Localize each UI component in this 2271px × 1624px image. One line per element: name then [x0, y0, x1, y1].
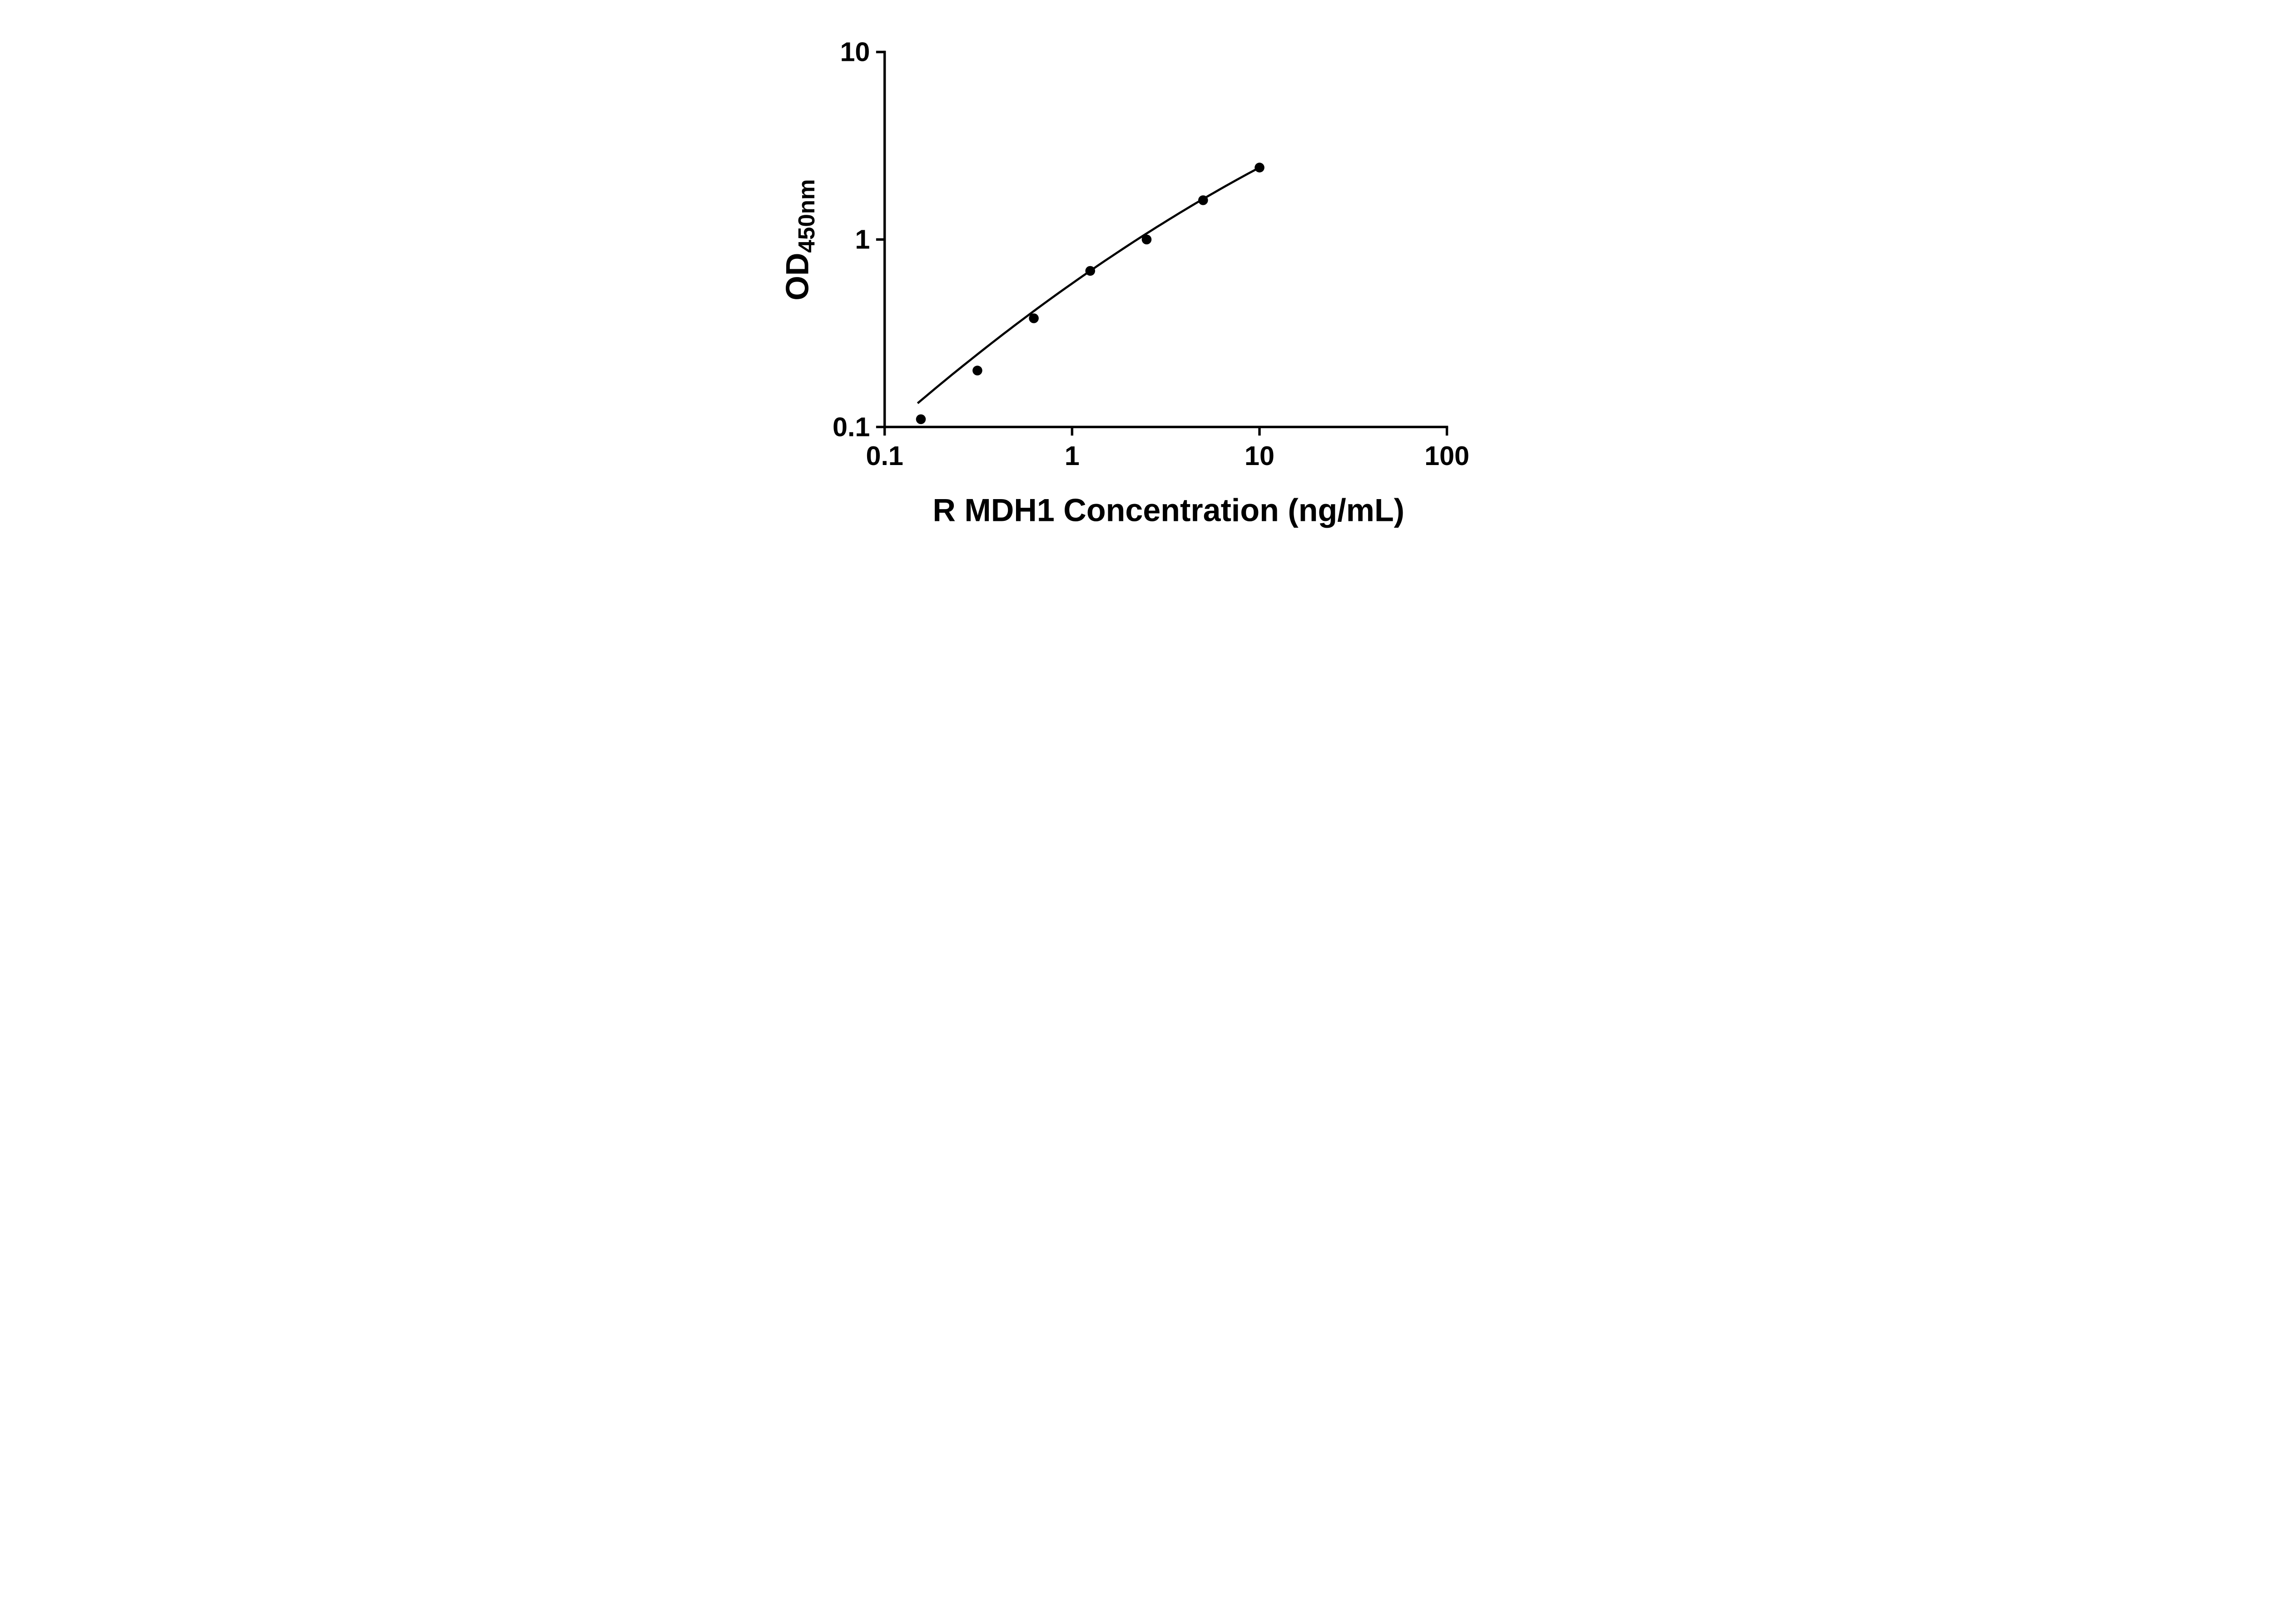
standard-curve-chart: 0.1 1 10 100 0.1 1 10 R MDH1 Concentration (ng… — [749, 0, 1522, 547]
data-point — [972, 366, 982, 376]
x-tick-label: 100 — [1424, 441, 1469, 471]
y-axis-title-sub: 450nm — [793, 179, 819, 253]
y-tick-label: 0.1 — [833, 411, 870, 442]
data-point — [1255, 163, 1264, 173]
series-layer — [916, 163, 1264, 424]
y-axis-title-main: OD — [779, 253, 815, 301]
y-axis-title: OD450nm — [779, 179, 819, 300]
x-tick-label: 1 — [1065, 441, 1080, 471]
x-axis-title: R MDH1 Concentration (ng/mL) — [932, 493, 1404, 528]
y-tick-label: 1 — [855, 224, 870, 255]
x-tick-label: 10 — [1245, 441, 1274, 471]
trend-line — [917, 166, 1260, 404]
data-point — [1029, 313, 1039, 323]
data-point — [916, 414, 926, 424]
chart-canvas: 0.1 1 10 100 0.1 1 10 R MDH1 Concentration (ng… — [749, 0, 1522, 547]
data-point — [1198, 195, 1208, 205]
x-tick-label: 0.1 — [866, 441, 903, 471]
axes-layer: 0.1 1 10 100 0.1 1 10 — [833, 37, 1469, 471]
data-point — [1141, 234, 1152, 245]
y-tick-label: 10 — [840, 37, 870, 67]
data-point — [1085, 266, 1096, 276]
axis-spine — [883, 50, 1448, 428]
